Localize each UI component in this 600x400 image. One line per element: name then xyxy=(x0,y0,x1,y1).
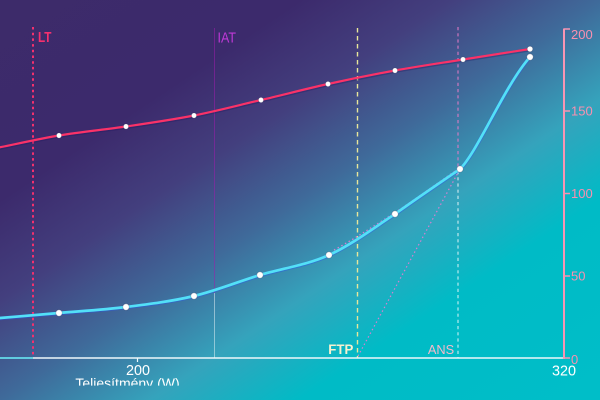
svg-text:FTP: FTP xyxy=(328,342,353,357)
svg-text:LT: LT xyxy=(38,30,52,46)
svg-text:200: 200 xyxy=(571,27,593,42)
svg-text:100: 100 xyxy=(571,186,593,201)
svg-text:200: 200 xyxy=(126,362,150,379)
svg-text:Teljesítmény (W): Teljesítmény (W) xyxy=(75,375,179,391)
svg-text:0: 0 xyxy=(571,352,578,367)
svg-text:ANS: ANS xyxy=(428,342,454,357)
svg-text:320: 320 xyxy=(552,363,576,380)
svg-text:150: 150 xyxy=(571,104,593,119)
svg-text:50: 50 xyxy=(571,269,585,284)
svg-text:IAT: IAT xyxy=(218,30,237,47)
